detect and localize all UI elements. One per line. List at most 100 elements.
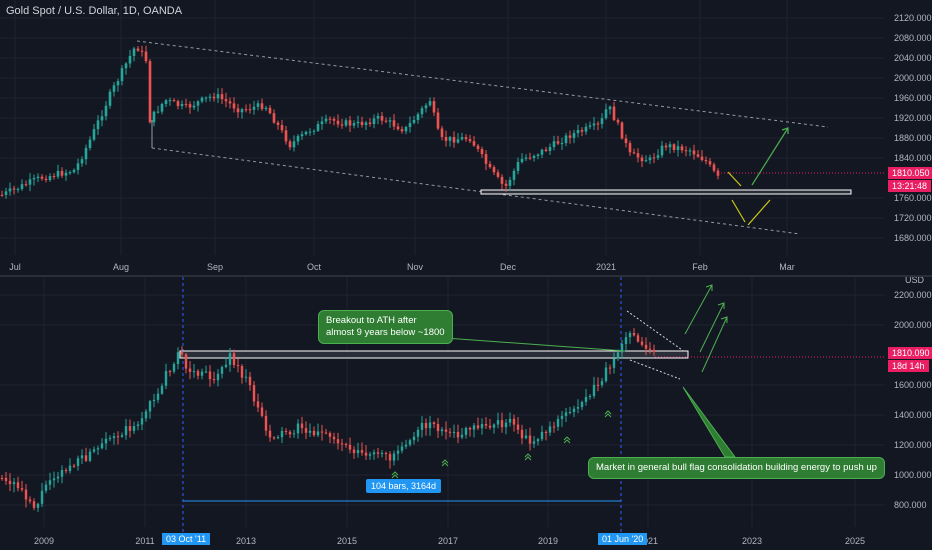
candle <box>332 118 336 121</box>
candle <box>440 429 444 432</box>
candle <box>324 118 328 122</box>
pane-divider[interactable] <box>0 275 932 277</box>
candle <box>504 183 508 186</box>
candle <box>536 154 540 156</box>
time-axis-label: 2021 <box>638 536 658 546</box>
candle <box>396 450 400 454</box>
candle <box>376 115 380 119</box>
candle <box>432 101 436 113</box>
candle <box>644 160 648 162</box>
candle <box>368 122 372 125</box>
candle <box>548 426 552 433</box>
candle <box>456 431 460 438</box>
candle <box>232 353 236 366</box>
candle <box>244 376 248 378</box>
candle <box>448 431 452 433</box>
candle <box>124 63 128 69</box>
candle <box>224 364 228 367</box>
daily-chart-canvas[interactable]: 2120.000 2080.000 2040.000 2000.000 1960.000… <box>0 0 932 275</box>
candle <box>464 427 468 435</box>
candle <box>152 399 156 402</box>
candle <box>496 420 500 425</box>
candle <box>300 134 304 137</box>
chevron-icon <box>441 459 449 464</box>
candle <box>488 163 492 168</box>
time-axis-label: Nov <box>407 262 424 272</box>
candle <box>112 85 116 92</box>
candle <box>196 101 200 106</box>
chevron-icon <box>391 471 399 476</box>
candle <box>528 435 532 444</box>
candle <box>40 176 44 179</box>
candle <box>204 97 208 99</box>
candle <box>168 371 172 373</box>
candle <box>536 439 540 442</box>
candle <box>608 106 612 110</box>
candle <box>168 100 172 102</box>
candle <box>316 431 320 436</box>
candle <box>116 81 120 86</box>
candle <box>128 55 132 64</box>
candle <box>0 477 4 479</box>
candle <box>252 106 256 110</box>
candle <box>248 109 252 111</box>
candle <box>636 335 640 342</box>
candle <box>48 176 52 181</box>
candle <box>640 341 644 345</box>
candle <box>272 113 276 123</box>
candle <box>572 133 576 138</box>
candle <box>408 122 412 128</box>
candle <box>588 396 592 398</box>
candle <box>380 452 384 454</box>
candle <box>416 114 420 120</box>
projection-arrow-up-2 <box>747 199 771 226</box>
candle <box>580 130 584 132</box>
resistance-zone <box>179 350 689 359</box>
candle <box>248 376 252 386</box>
weekly-chart-pane[interactable]: USD 2200.000 2000.000 1600.000 1400.000 1200.… <box>0 277 932 550</box>
candle <box>328 433 332 437</box>
channel-lower-line <box>151 147 801 235</box>
candle <box>472 425 476 430</box>
candle <box>60 170 64 176</box>
candle <box>112 436 116 439</box>
chevron-icon <box>524 453 532 458</box>
candle <box>268 107 272 114</box>
daily-chart-pane[interactable]: 2120.000 2080.000 2040.000 2000.000 1960.000… <box>0 0 932 275</box>
countdown-tag: 13:21:48 <box>888 180 932 192</box>
candle <box>480 149 484 155</box>
candle <box>456 139 460 143</box>
candle <box>60 470 64 477</box>
candle <box>620 344 624 353</box>
market-callout[interactable]: Market in general bull flag consolidatio… <box>588 457 885 479</box>
candle <box>564 135 568 144</box>
symbol-title[interactable]: Gold Spot / U.S. Dollar, 1D, OANDA <box>6 5 183 17</box>
candle <box>696 154 700 157</box>
candle <box>92 449 96 452</box>
candle <box>484 424 488 426</box>
candle <box>524 157 528 159</box>
candle <box>624 138 628 144</box>
weekly-chart-canvas[interactable]: USD 2200.000 2000.000 1600.000 1400.000 1200.… <box>0 277 932 550</box>
candle <box>436 424 440 432</box>
price-axis-label: 2040.000 <box>894 53 932 63</box>
flag-upper <box>626 310 686 353</box>
price-axis-label: 2120.000 <box>894 13 932 23</box>
breakout-callout-text: Breakout to ATH after almost 9 years bel… <box>326 315 445 338</box>
candle <box>556 141 560 144</box>
candle <box>540 149 544 155</box>
candle <box>220 94 224 100</box>
price-axis-label: 800.000 <box>894 500 927 510</box>
breakout-callout[interactable]: Breakout to ATH after almost 9 years bel… <box>318 310 453 344</box>
price-axis-label: 1680.000 <box>894 233 932 243</box>
candle <box>140 50 144 52</box>
candle <box>16 482 20 489</box>
candle <box>244 109 248 111</box>
candle <box>448 137 452 141</box>
candle <box>444 429 448 432</box>
candle <box>628 332 632 338</box>
candle <box>160 385 164 394</box>
candle <box>204 371 208 373</box>
candle <box>704 160 708 162</box>
candle <box>592 384 596 397</box>
